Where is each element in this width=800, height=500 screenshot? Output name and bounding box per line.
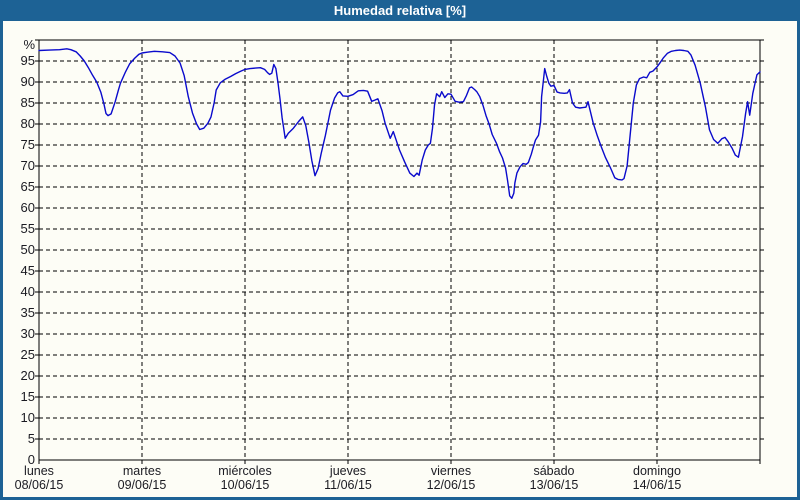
y-axis-unit-label: % (23, 37, 35, 52)
y-axis-label: 60 (20, 200, 35, 215)
y-axis-label: 5 (27, 431, 35, 446)
y-axis-label: 50 (20, 242, 35, 257)
title-bar: Humedad relativa [%] (0, 0, 800, 21)
y-axis-label: 30 (20, 326, 35, 341)
y-axis-label: 75 (20, 137, 35, 152)
y-axis-label: 90 (20, 74, 35, 89)
y-axis-label: 70 (20, 158, 35, 173)
x-axis-date-label: 13/06/15 (529, 478, 579, 492)
y-axis-label: 45 (20, 263, 35, 278)
x-axis-day-label: sábado (533, 464, 575, 478)
humidity-line-series (38, 48, 761, 200)
x-axis-date-label: 09/06/15 (117, 478, 167, 492)
x-axis-day-label: domingo (633, 464, 681, 478)
y-axis-label: 65 (20, 179, 35, 194)
y-axis-label: 95 (20, 53, 35, 68)
y-axis-label: 0 (27, 452, 35, 467)
x-axis-day-label: martes (122, 464, 162, 478)
chart-title: Humedad relativa [%] (333, 3, 467, 18)
y-axis-label: 10 (20, 410, 35, 425)
y-axis-label: 85 (20, 95, 35, 110)
y-axis-label: 15 (20, 389, 35, 404)
x-axis-date-label: 11/06/15 (324, 478, 372, 492)
x-axis-day-label: lunes (24, 464, 54, 478)
y-axis-label: 55 (20, 221, 35, 236)
x-axis-date-label: 08/06/15 (14, 478, 64, 492)
y-axis-label: 25 (20, 347, 35, 362)
x-axis-date-label: 12/06/15 (426, 478, 476, 492)
x-axis-date-label: 14/06/15 (632, 478, 682, 492)
y-axis-label: 20 (20, 368, 35, 383)
y-axis-label: 35 (20, 305, 35, 320)
x-axis-day-label: viernes (430, 464, 472, 478)
y-axis-label: 40 (20, 284, 35, 299)
y-axis-label: 80 (20, 116, 35, 131)
x-axis-date-label: 10/06/15 (220, 478, 270, 492)
x-axis-day-label: jueves (329, 464, 367, 478)
x-axis-day-label: miércoles (218, 464, 272, 478)
